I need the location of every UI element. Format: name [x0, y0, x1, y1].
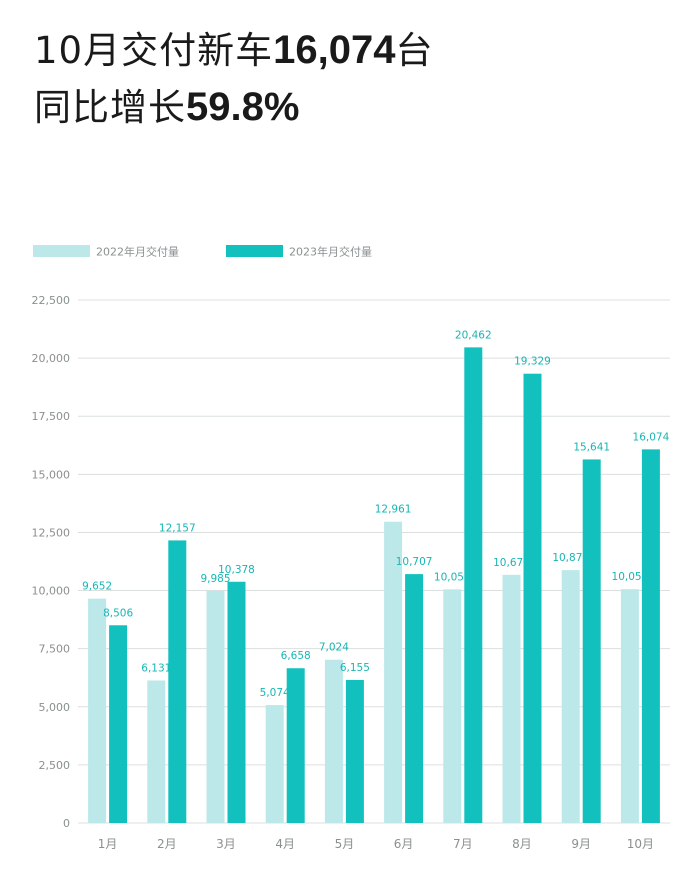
- bar-2022: [88, 598, 107, 823]
- data-label-2023: 19,329: [514, 356, 551, 368]
- data-label-2022: 9,985: [200, 573, 230, 585]
- legend-label-2023: 2023年月交付量: [289, 245, 372, 259]
- bar-2023: [405, 574, 424, 823]
- data-label-2023: 15,641: [573, 441, 610, 453]
- x-tick-label: 2月: [157, 837, 177, 851]
- data-label-2022: 5,074: [260, 687, 290, 699]
- headline-line-2-prefix: 同比增长: [34, 86, 186, 129]
- legend-swatch-2022: [33, 245, 90, 257]
- bar-2023: [109, 625, 128, 823]
- bar-2023: [227, 581, 246, 823]
- headline-line-1: 10月交付新车16,074台: [34, 22, 433, 79]
- headline-line-2: 同比增长59.8%: [34, 79, 433, 136]
- y-tick-label: 7,500: [39, 643, 71, 656]
- bar-2022: [443, 589, 462, 823]
- x-tick-label: 8月: [512, 837, 532, 851]
- bar-2022: [206, 590, 225, 823]
- bar-2022: [324, 659, 343, 823]
- data-label-2022: 12,961: [375, 504, 412, 516]
- x-tick-label: 10月: [627, 837, 654, 851]
- y-tick-label: 10,000: [32, 585, 71, 598]
- data-label-2023: 10,707: [396, 556, 433, 568]
- data-label-2022: 9,652: [82, 581, 112, 593]
- data-label-2023: 20,462: [455, 329, 492, 341]
- y-tick-label: 5,000: [39, 701, 71, 714]
- x-tick-label: 1月: [98, 837, 118, 851]
- bar-2023: [345, 679, 364, 823]
- headline-line-1-suffix: 台: [395, 29, 434, 72]
- data-label-2022: 10,677: [493, 557, 530, 569]
- bar-2023: [286, 668, 305, 823]
- x-tick-label: 5月: [335, 837, 355, 851]
- x-tick-label: 4月: [275, 837, 295, 851]
- data-label-2023: 8,506: [103, 607, 133, 619]
- data-label-2023: 16,074: [633, 431, 670, 443]
- y-tick-label: 22,500: [32, 294, 71, 307]
- data-label-2023: 12,157: [159, 522, 196, 534]
- bar-2022: [502, 574, 521, 823]
- bar-2022: [561, 570, 580, 823]
- x-tick-label: 3月: [216, 837, 236, 851]
- data-label-2022: 6,131: [141, 662, 171, 674]
- data-label-2022: 10,878: [552, 552, 589, 564]
- y-tick-label: 20,000: [32, 352, 71, 365]
- headline-growth-rate: 59.8%: [186, 85, 300, 129]
- y-tick-label: 17,500: [32, 410, 71, 423]
- legend-label-2022: 2022年月交付量: [96, 245, 179, 259]
- headline-line-1-prefix: 10月交付新车: [34, 29, 274, 72]
- data-label-2022: 10,052: [434, 571, 471, 583]
- bar-2023: [582, 459, 601, 823]
- bar-2023: [523, 373, 542, 823]
- headline: 10月交付新车16,074台 同比增长59.8%: [34, 22, 433, 136]
- x-tick-label: 9月: [571, 837, 591, 851]
- data-label-2022: 10,059: [612, 571, 649, 583]
- y-tick-label: 2,500: [39, 759, 71, 772]
- x-tick-label: 7月: [453, 837, 473, 851]
- y-tick-label: 0: [63, 817, 70, 830]
- y-tick-label: 12,500: [32, 526, 71, 539]
- data-label-2023: 10,378: [218, 564, 255, 576]
- bar-2023: [168, 540, 187, 823]
- bar-2023: [641, 449, 660, 823]
- x-tick-label: 6月: [394, 837, 414, 851]
- headline-delivery-count: 16,074: [273, 28, 396, 72]
- bar-2022: [384, 521, 403, 823]
- legend-swatch-2023: [226, 245, 283, 257]
- y-tick-label: 15,000: [32, 468, 71, 481]
- bar-2022: [147, 680, 166, 823]
- bar-2023: [464, 347, 483, 823]
- data-label-2023: 6,658: [281, 650, 311, 662]
- bar-2022: [265, 705, 284, 823]
- bar-2022: [620, 589, 639, 823]
- data-label-2023: 6,155: [340, 662, 370, 674]
- data-label-2022: 7,024: [319, 642, 349, 654]
